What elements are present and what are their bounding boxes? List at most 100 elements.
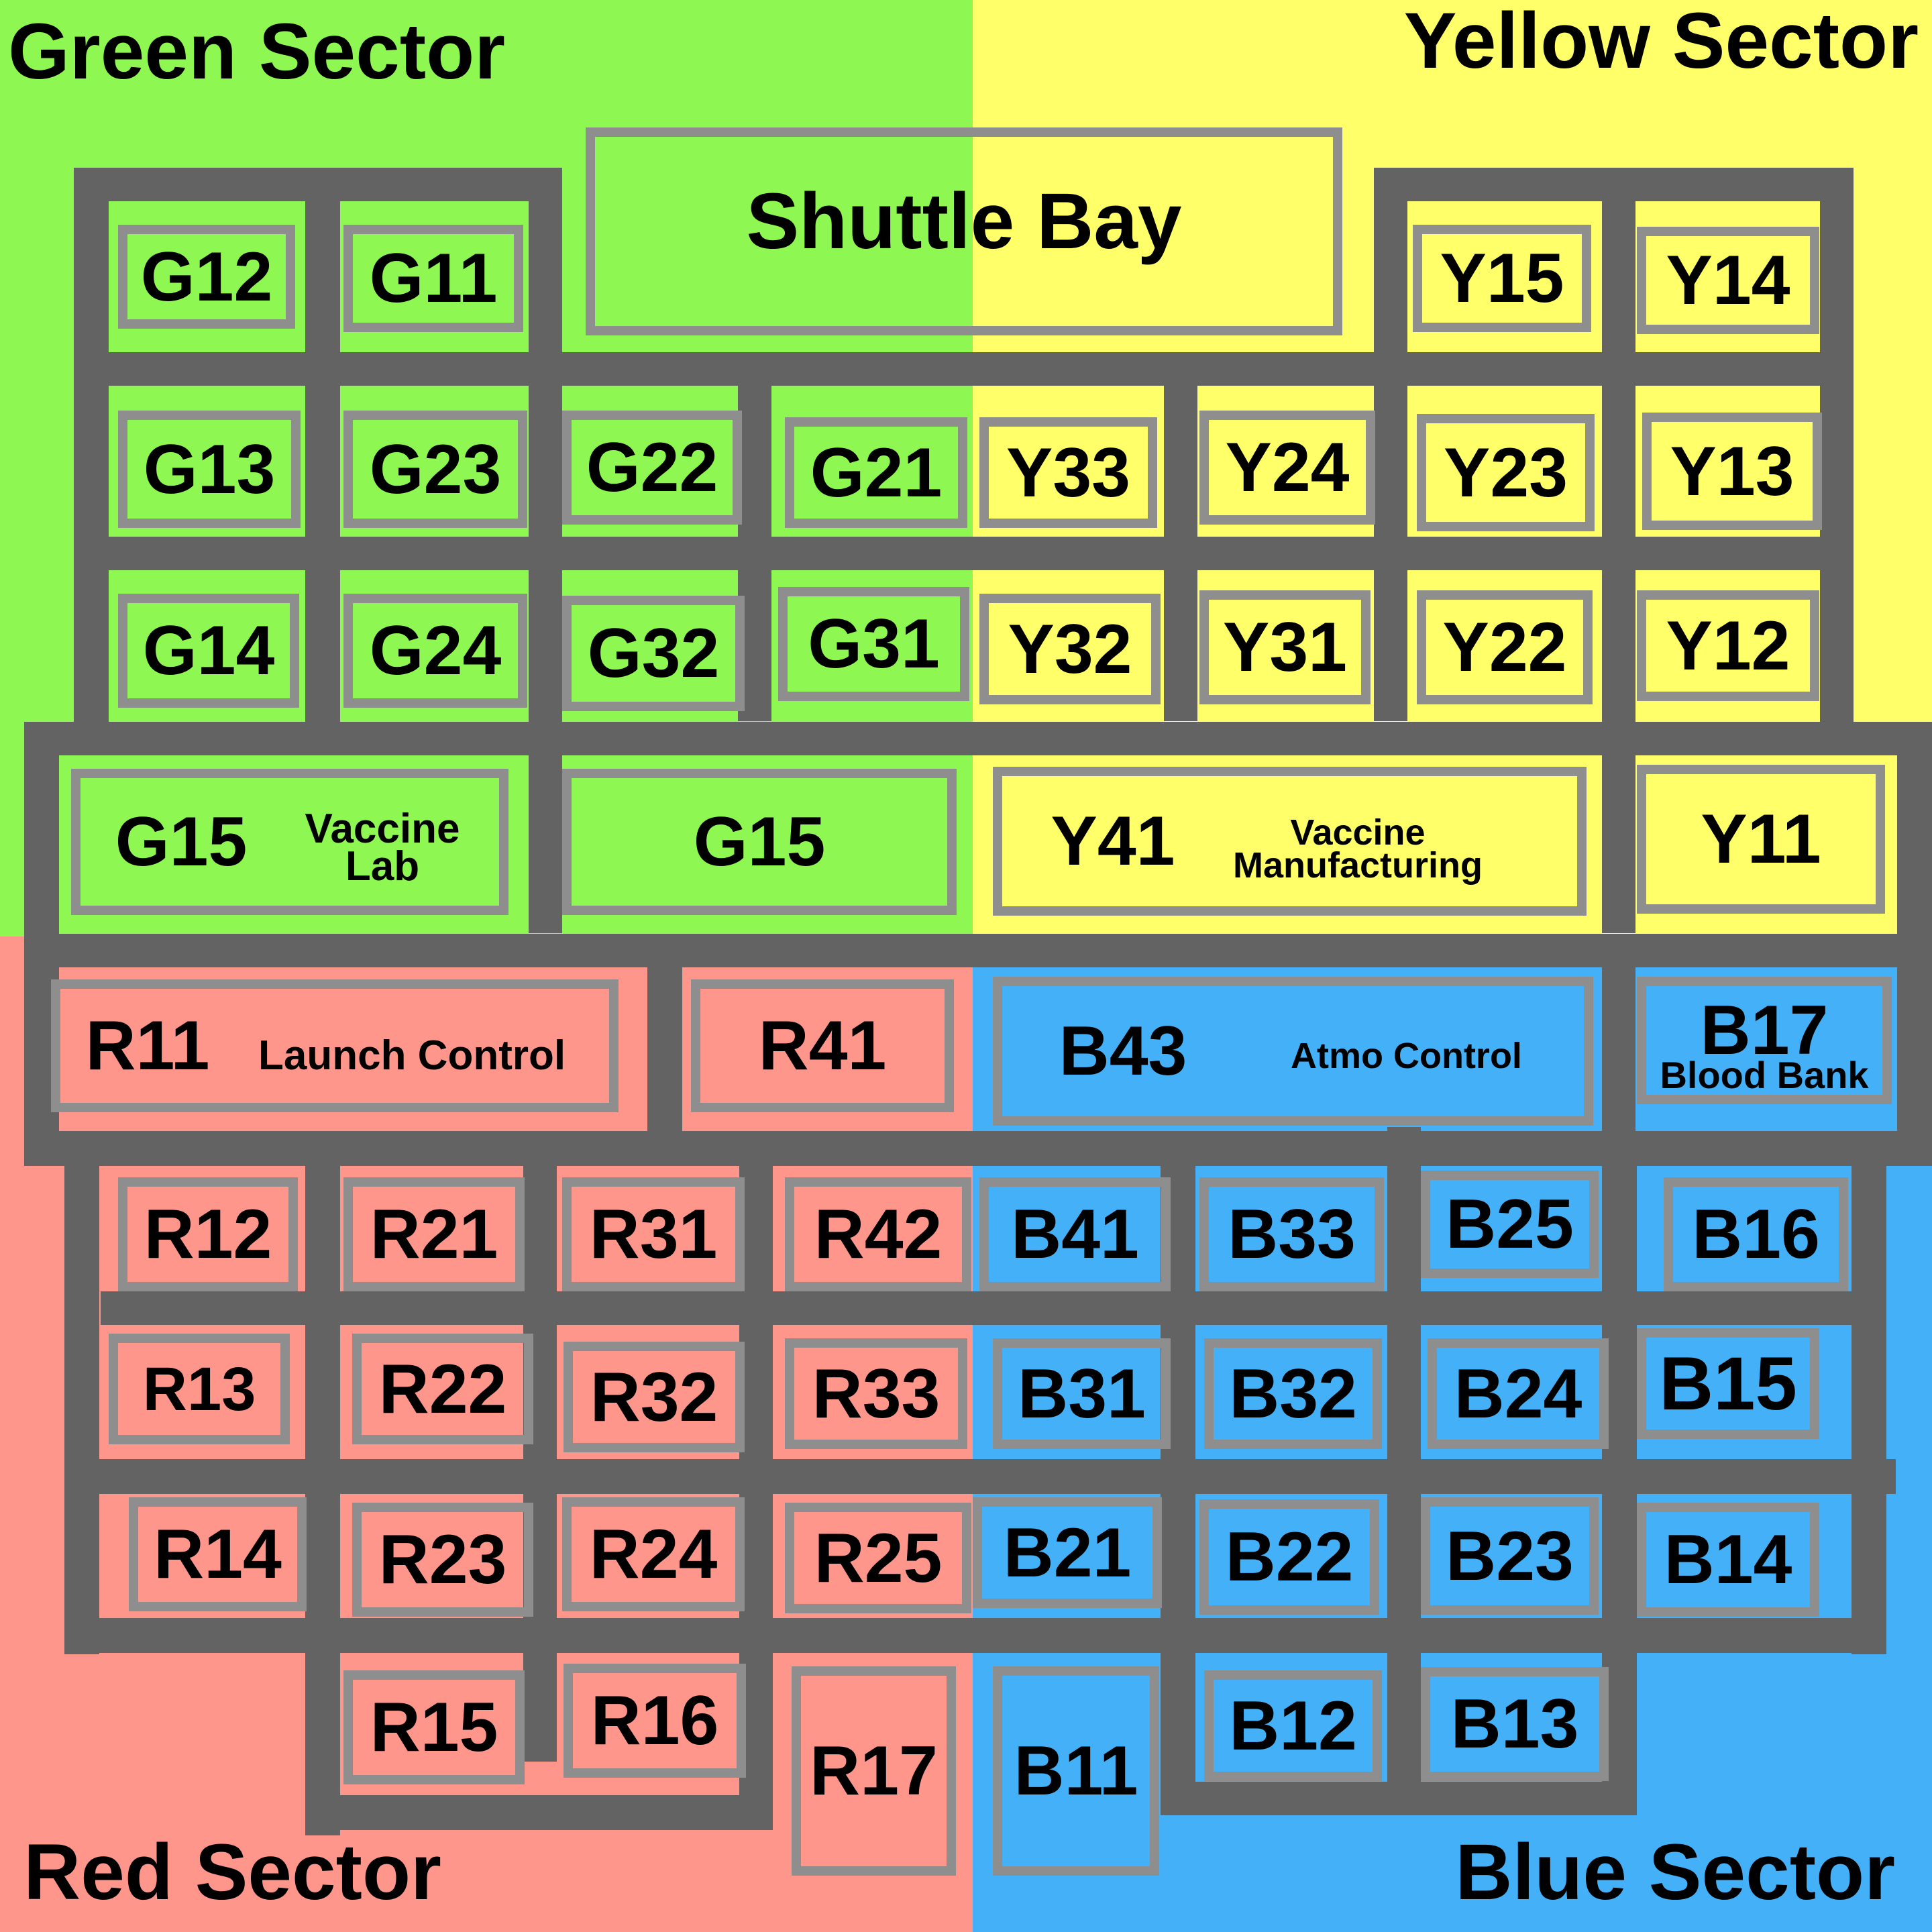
room-b11[interactable]: B11 [993,1666,1159,1876]
room-r13[interactable]: R13 [109,1334,290,1444]
wall [1374,168,1407,356]
red-sector-title: Red Sector [23,1828,441,1917]
room-b25[interactable]: B25 [1421,1171,1599,1278]
room-g24[interactable]: G24 [343,594,527,708]
room-y31[interactable]: Y31 [1199,590,1371,704]
room-r33[interactable]: R33 [785,1338,967,1449]
room-g13[interactable]: G13 [118,411,301,528]
room-y33[interactable]: Y33 [979,417,1157,528]
room-name: Vaccine Lab [282,806,483,888]
room-y14[interactable]: Y14 [1637,227,1819,334]
room-label: Y15 [1440,239,1564,317]
room-g22[interactable]: G22 [562,411,742,525]
room-label: G11 [369,239,498,317]
room-label: B31 [1018,1354,1146,1433]
room-label: B24 [1454,1354,1582,1433]
room-g23[interactable]: G23 [343,411,527,528]
room-b22[interactable]: B22 [1199,1499,1379,1615]
wall [74,537,1854,570]
room-b23[interactable]: B23 [1421,1497,1599,1615]
wall [647,934,682,1162]
room-label: Y14 [1666,241,1790,319]
green-sector-title: Green Sector [8,7,506,96]
room-r21[interactable]: R21 [343,1177,525,1291]
blue-sector-title: Blue Sector [1455,1828,1895,1917]
room-g12[interactable]: G12 [118,225,295,329]
room-r32[interactable]: R32 [564,1342,745,1452]
room-shuttle-bay[interactable]: Shuttle Bay [586,127,1342,335]
room-r16[interactable]: R16 [564,1664,746,1778]
room-r25[interactable]: R25 [785,1503,971,1613]
red-sector-area [0,936,973,1932]
room-r15[interactable]: R15 [343,1670,525,1784]
room-label: B15 [1659,1341,1797,1426]
room-name-line: Manufacturing [1233,845,1483,885]
room-y23[interactable]: Y23 [1417,414,1595,531]
room-b32[interactable]: B32 [1204,1338,1382,1449]
wall [529,722,562,933]
room-name-line: Vaccine [1290,812,1426,853]
room-b17-blood-bank[interactable]: B17 Blood Bank [1637,977,1892,1104]
room-r42[interactable]: R42 [785,1177,971,1291]
room-r24[interactable]: R24 [562,1497,745,1611]
room-r23[interactable]: R23 [352,1503,533,1617]
room-g31[interactable]: G31 [778,587,969,701]
room-y12[interactable]: Y12 [1637,590,1819,701]
room-g15-vaccine-lab[interactable]: G15 Vaccine Lab [71,769,508,915]
room-label: R11 [85,1007,210,1085]
room-r41[interactable]: R41 [691,979,954,1112]
room-g15[interactable]: G15 [562,769,957,915]
room-label: G13 [143,430,276,508]
room-label: R16 [590,1682,719,1760]
room-label: B12 [1229,1686,1357,1765]
room-g14[interactable]: G14 [118,594,299,708]
room-g21[interactable]: G21 [785,417,967,528]
yellow-sector-title: Yellow Sector [1403,0,1919,85]
room-y22[interactable]: Y22 [1417,590,1593,704]
room-label: B23 [1446,1517,1574,1595]
room-b24[interactable]: B24 [1428,1338,1609,1449]
room-b15[interactable]: B15 [1637,1328,1819,1439]
wall [1820,168,1854,745]
room-y13[interactable]: Y13 [1642,413,1822,530]
room-g11[interactable]: G11 [343,225,523,332]
room-label: R32 [590,1358,718,1436]
room-r12[interactable]: R12 [118,1177,298,1291]
room-r31[interactable]: R31 [562,1177,745,1291]
room-y11[interactable]: Y11 [1637,765,1885,914]
room-label: Y12 [1666,606,1790,685]
room-b13[interactable]: B13 [1421,1667,1609,1781]
room-label: B14 [1664,1521,1792,1599]
room-label: Y32 [1008,610,1132,688]
room-name-line: Vaccine [305,806,460,852]
room-b31[interactable]: B31 [993,1338,1171,1449]
room-label: G24 [369,612,502,690]
room-b41[interactable]: B41 [979,1177,1171,1291]
room-b43-atmo-control[interactable]: B43 Atmo Control [993,977,1593,1126]
room-b14[interactable]: B14 [1637,1503,1819,1617]
room-y41-vaccine-manufacturing[interactable]: Y41 Vaccine Manufacturing [993,767,1587,916]
room-y32[interactable]: Y32 [979,594,1161,704]
wall [973,1291,1885,1325]
room-y24[interactable]: Y24 [1199,411,1375,525]
room-label: R12 [144,1195,272,1273]
room-label: Shuttle Bay [746,177,1182,266]
room-label: B32 [1229,1354,1357,1433]
room-label: R31 [589,1195,718,1273]
wall [1602,722,1635,933]
room-r14[interactable]: R14 [129,1497,307,1611]
room-label: R25 [814,1519,943,1597]
room-b33[interactable]: B33 [1199,1177,1384,1291]
room-label: R13 [142,1354,256,1424]
room-g32[interactable]: G32 [562,596,745,711]
room-b16[interactable]: B16 [1664,1177,1848,1291]
room-b21[interactable]: B21 [973,1497,1162,1608]
room-b12[interactable]: B12 [1204,1670,1382,1781]
wall [1851,1165,1886,1654]
room-r22[interactable]: R22 [352,1334,533,1444]
room-y15[interactable]: Y15 [1413,225,1591,332]
wall [1161,1782,1635,1815]
room-r11-launch-control[interactable]: R11 Launch Control [51,979,619,1112]
room-r17[interactable]: R17 [792,1666,956,1876]
